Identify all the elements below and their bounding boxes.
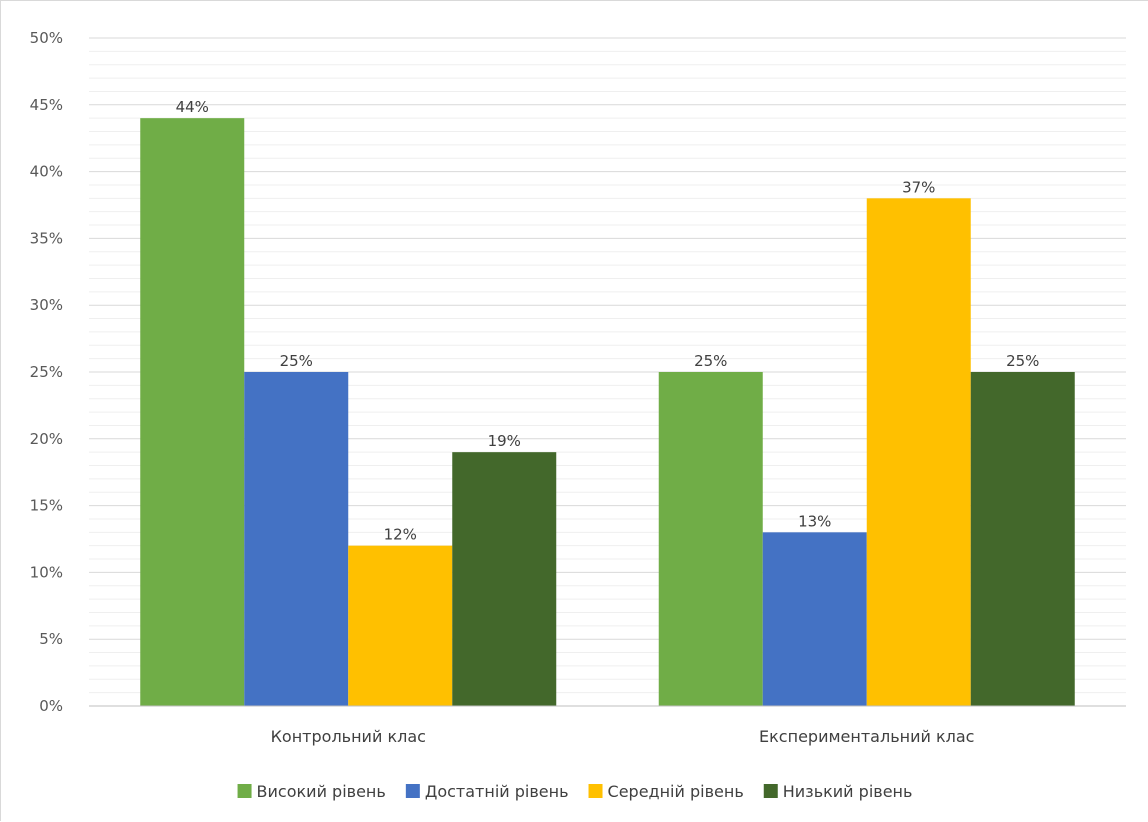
bar-value-label: 25% (694, 352, 727, 370)
bar (658, 372, 763, 706)
y-axis: 0% 5% 10% 15% 20% 25% 30% 35% 40% 45% 50% (30, 29, 63, 715)
legend-label: Середній рівень (608, 782, 744, 801)
bar (866, 198, 971, 706)
legend-swatch (405, 784, 420, 798)
data-labels: 44% 25% 12% 19% 25% 13% 37% 25% (176, 98, 1040, 544)
bars (140, 118, 1075, 706)
bar (970, 372, 1075, 706)
x-category-label: Контрольний клас (271, 727, 426, 746)
bar-value-label: 44% (176, 98, 209, 116)
y-tick-label: 30% (30, 296, 63, 314)
legend-item: Середній рівень (588, 782, 744, 801)
legend-swatch (237, 784, 252, 798)
y-tick-label: 45% (30, 96, 63, 114)
legend: Високий рівень Достатній рівень Середній р… (237, 782, 913, 801)
bar (348, 545, 453, 706)
legend-item: Низький рівень (763, 782, 913, 801)
bar-value-label: 37% (902, 178, 935, 196)
bar-value-label: 25% (280, 352, 313, 370)
y-tick-label: 35% (30, 229, 63, 247)
bar (762, 532, 867, 706)
bar (140, 118, 245, 706)
bar-value-label: 12% (384, 526, 417, 544)
y-tick-label: 5% (39, 630, 63, 648)
y-tick-label: 0% (39, 697, 63, 715)
bar (452, 452, 557, 706)
bar-value-label: 19% (488, 432, 521, 450)
bar-value-label: 25% (1006, 352, 1039, 370)
legend-label: Достатній рівень (425, 782, 569, 801)
y-tick-label: 50% (30, 29, 63, 47)
y-tick-label: 20% (30, 430, 63, 448)
legend-label: Низький рівень (783, 782, 913, 801)
y-tick-label: 10% (30, 563, 63, 581)
y-tick-label: 15% (30, 497, 63, 515)
x-category-label: Експериментальний клас (759, 727, 974, 746)
x-axis: Контрольний клас Експериментальний клас (89, 705, 1126, 746)
y-tick-label: 40% (30, 163, 63, 181)
bar-value-label: 13% (798, 512, 831, 530)
legend-swatch (763, 784, 778, 798)
legend-item: Високий рівень (237, 782, 386, 801)
legend-swatch (588, 784, 603, 798)
y-tick-label: 25% (30, 363, 63, 381)
legend-item: Достатній рівень (405, 782, 569, 801)
bar (244, 372, 349, 706)
legend-label: Високий рівень (257, 782, 386, 801)
